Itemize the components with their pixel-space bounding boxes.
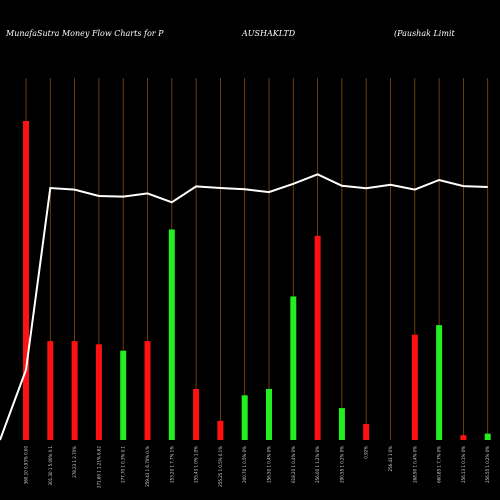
money-flow-bar-down	[95, 344, 102, 440]
x-tick-label: 290.55 1 0.2% 0%	[339, 446, 344, 483]
money-flow-bar-down	[314, 235, 321, 440]
x-tick-label: 256.13 1 0.1% 0%	[461, 446, 466, 483]
x-tick-label: 256.50 1 0.4% 0%	[267, 446, 272, 483]
money-flow-bar-up	[120, 350, 127, 440]
x-tick-label: 301.30 1 5.00% 0.1	[48, 446, 53, 486]
chart-title: MunafaSutra Money Flow Charts for P AUSH…	[5, 29, 456, 38]
money-flow-bar-down	[47, 341, 54, 440]
x-tick-label: 660.85 1 7.7% 0%	[437, 446, 442, 483]
money-flow-bar-up	[241, 395, 248, 440]
money-flow-bar-down	[363, 424, 370, 440]
x-tick-label: 256.55 1 0.2% 0%	[485, 446, 490, 483]
money-flow-bar-down	[411, 334, 418, 440]
x-tick-label: 255.25 1 0.5% 0.1%	[218, 446, 223, 487]
money-flow-bar-up	[168, 229, 175, 440]
x-tick-label: 271.60 1 1.21% 6.62	[96, 446, 101, 488]
title-left: MunafaSutra Money Flow Charts for P	[5, 29, 164, 38]
money-flow-bars	[23, 121, 491, 440]
x-tick-label: 618.20 1 0.4% 0%	[291, 446, 296, 483]
x-tick-label: 256.43 1 0%	[388, 446, 393, 472]
title-right: (Paushak Limit	[394, 29, 456, 38]
money-flow-bar-up	[484, 433, 491, 440]
money-flow-bar-down	[460, 435, 467, 440]
x-tick-label: 255.43 1 0% 1.0%	[194, 446, 199, 483]
x-tick-label: 0.92%	[364, 446, 369, 459]
money-flow-bar-up	[266, 388, 272, 440]
title-center: AUSHAKLTD	[241, 29, 296, 38]
x-tick-label: 253.20 1 7.7% 1%	[169, 446, 174, 483]
money-flow-bar-down	[23, 121, 29, 440]
x-tick-label: 278.23 1 2.70%	[72, 446, 77, 478]
price-line	[0, 173, 488, 441]
money-flow-bar-down	[71, 341, 78, 440]
money-flow-bar-down	[217, 420, 224, 440]
x-tick-label: 256.00 1 1.2% 0%	[315, 446, 320, 483]
price-line-layer	[0, 173, 488, 441]
x-tick-label: 200.70 1 0.5% 0%	[242, 446, 247, 483]
money-flow-bar-up	[436, 325, 443, 440]
money-flow-bar-down	[144, 341, 151, 440]
x-tick-label: 360.10 0.93% 0.00	[24, 446, 29, 485]
x-tick-label: 268.90 1 0.4% 0%	[412, 446, 417, 483]
x-axis-labels: 360.10 0.93% 0.00 301.30 1 5.00% 0.1 278.2…	[24, 446, 491, 488]
money-flow-bar-down	[193, 388, 200, 440]
x-tick-label: 259.43 1 6.70% 0.%	[145, 446, 150, 487]
money-flow-bar-up	[338, 408, 345, 440]
x-tick-label: 277.70 1 0.3% 0.1	[121, 446, 126, 483]
money-flow-bar-up	[290, 296, 297, 440]
